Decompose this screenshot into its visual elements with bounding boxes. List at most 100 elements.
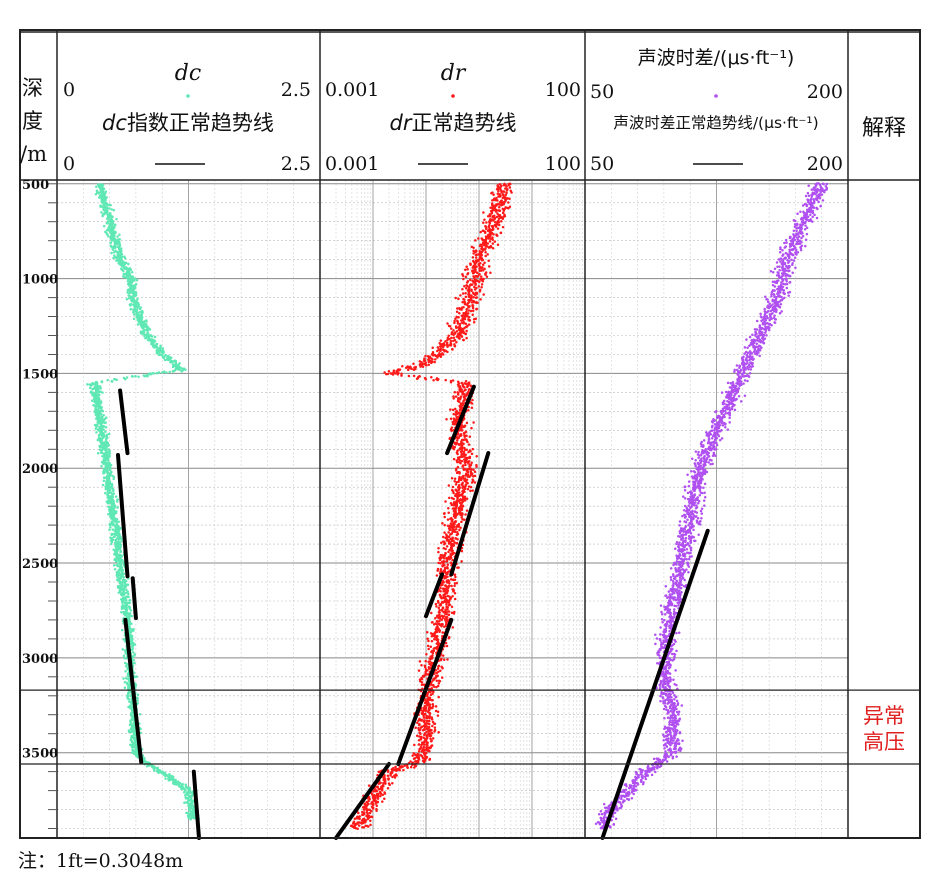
dr-data-point bbox=[424, 354, 427, 358]
dr-data-point bbox=[443, 577, 446, 580]
dr-data-point bbox=[468, 456, 472, 460]
dr-data-point bbox=[465, 307, 468, 311]
dr-data-point bbox=[376, 801, 380, 804]
dr-data-point bbox=[454, 317, 457, 321]
dr-data-point bbox=[454, 483, 458, 486]
dr-data-point bbox=[411, 754, 414, 757]
dr-data-point bbox=[474, 317, 478, 321]
dr-data-point bbox=[415, 377, 419, 380]
dc-data-point bbox=[184, 368, 187, 371]
dr-data-point bbox=[384, 782, 387, 785]
dr-data-point bbox=[469, 263, 472, 266]
dr-data-point bbox=[453, 597, 457, 601]
dr-data-point bbox=[474, 283, 477, 286]
dc-data-point bbox=[102, 428, 105, 431]
dr-data-point bbox=[464, 292, 467, 295]
dc-data-point bbox=[113, 378, 116, 381]
dr-data-point bbox=[395, 774, 398, 777]
dr-data-point bbox=[447, 601, 450, 604]
dr-data-point bbox=[491, 216, 494, 219]
dc-data-point bbox=[129, 307, 133, 311]
dr-data-point bbox=[475, 465, 478, 469]
dc-data-point bbox=[127, 730, 131, 734]
dc-data-point bbox=[184, 793, 187, 797]
dc-data-point bbox=[138, 307, 142, 311]
dr-data-point bbox=[427, 363, 431, 367]
dr-data-point bbox=[383, 797, 386, 800]
dc-data-point bbox=[106, 378, 109, 382]
dr-data-point bbox=[479, 230, 482, 234]
dr-data-point bbox=[458, 337, 461, 340]
dc-data-point bbox=[100, 417, 104, 420]
dr-data-point bbox=[500, 220, 503, 223]
dr-data-point bbox=[437, 606, 441, 610]
dr-data-point bbox=[452, 412, 455, 416]
dr-data-point bbox=[439, 355, 443, 359]
dc-data-point bbox=[138, 321, 142, 325]
dr-data-point bbox=[423, 740, 426, 743]
dr-data-point bbox=[376, 797, 380, 800]
dr-data-point bbox=[425, 364, 428, 367]
dr-data-point bbox=[453, 344, 457, 348]
dr-data-point bbox=[454, 296, 457, 300]
dc-data-point bbox=[132, 629, 135, 632]
dr-data-point bbox=[371, 806, 375, 809]
dc-data-point bbox=[159, 353, 162, 356]
dc-data-point bbox=[129, 630, 133, 634]
dr-data-point bbox=[453, 321, 456, 325]
dr-data-point bbox=[449, 341, 452, 345]
dc-data-point bbox=[94, 193, 98, 196]
dc-data-point bbox=[104, 430, 107, 433]
dr-data-point bbox=[425, 652, 428, 656]
dr-data-point bbox=[472, 321, 476, 324]
dr-data-point bbox=[462, 518, 466, 522]
dr-data-point bbox=[496, 199, 499, 202]
dc-data-point bbox=[100, 380, 104, 384]
dr-data-point bbox=[429, 632, 433, 635]
dc-data-point bbox=[97, 434, 101, 437]
dc-data-point bbox=[112, 235, 115, 239]
dc-data-point bbox=[92, 397, 96, 401]
dc-data-point bbox=[103, 417, 107, 421]
dr-data-point bbox=[447, 531, 450, 534]
dr-data-point bbox=[468, 435, 472, 438]
dr-data-point bbox=[464, 463, 467, 467]
dr-data-point bbox=[447, 613, 451, 616]
ac-data-point bbox=[815, 216, 819, 220]
dc-data-point bbox=[126, 674, 130, 677]
dc-data-point bbox=[118, 537, 121, 541]
dr-data-point bbox=[385, 372, 388, 376]
dc-data-point bbox=[103, 491, 107, 495]
dr-data-point bbox=[435, 638, 438, 641]
ac-data-point bbox=[811, 215, 814, 219]
dc-data-point bbox=[101, 200, 105, 204]
dr-data-point bbox=[429, 734, 433, 737]
dr-data-point bbox=[469, 485, 473, 489]
dr-data-point bbox=[425, 716, 428, 720]
dr-data-point bbox=[358, 817, 361, 820]
dr-data-point bbox=[439, 541, 443, 545]
dr-data-point bbox=[480, 259, 484, 262]
dc-data-point bbox=[110, 542, 113, 546]
dr-data-point bbox=[453, 477, 457, 481]
dr-data-point bbox=[353, 817, 357, 820]
dr-data-point bbox=[430, 360, 433, 364]
dc-data-point bbox=[106, 459, 110, 462]
dr-data-point bbox=[452, 333, 455, 336]
ac-data-point bbox=[795, 242, 798, 246]
ac-data-point bbox=[821, 182, 825, 186]
dc-data-point bbox=[128, 284, 131, 288]
dr-data-point bbox=[452, 544, 455, 548]
dr-data-point bbox=[435, 605, 438, 608]
dr-data-point bbox=[398, 769, 402, 772]
dc-data-point bbox=[117, 547, 121, 551]
dr-data-point bbox=[424, 659, 427, 663]
dr-data-point bbox=[433, 360, 436, 364]
dr-data-point bbox=[471, 256, 475, 259]
dc-data-point bbox=[129, 295, 133, 299]
dr-data-point bbox=[470, 406, 474, 409]
dr-data-point bbox=[457, 566, 460, 569]
dr-data-point bbox=[433, 730, 436, 733]
dc-data-point bbox=[169, 778, 172, 782]
dc-data-point bbox=[110, 246, 114, 249]
